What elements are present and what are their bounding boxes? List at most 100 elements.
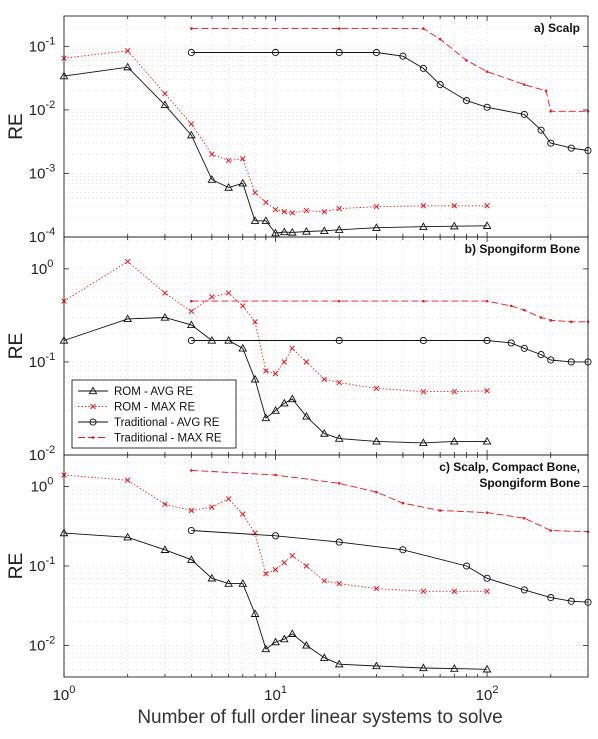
data-point-trad_max	[274, 473, 277, 477]
data-point-rom_avg	[279, 398, 289, 407]
data-point-rom_max	[252, 319, 258, 325]
data-point-rom_max	[484, 388, 490, 394]
series-line-trad_max	[191, 469, 589, 533]
data-point-trad_max	[523, 516, 526, 520]
data-point-rom_avg	[319, 226, 329, 234]
data-point-rom_max	[188, 121, 195, 127]
data-point-rom_avg	[250, 374, 260, 383]
data-point-rom_max	[124, 258, 131, 265]
data-point-rom_avg	[319, 653, 329, 661]
data-point-rom_avg	[287, 629, 297, 637]
data-point-trad_max	[375, 490, 378, 494]
panel-title: c) Scalp, Compact Bone, Spongiform Bone	[439, 460, 580, 490]
y-axis-label: RE	[6, 113, 27, 139]
y-axis-label: RE	[6, 333, 27, 359]
data-point-rom_avg	[482, 436, 492, 445]
data-point-rom_avg	[302, 640, 311, 649]
data-point-rom_avg	[372, 436, 381, 445]
data-point-rom_max	[373, 585, 380, 592]
data-point-trad_avg	[520, 110, 528, 118]
data-point-trad_avg	[399, 52, 407, 60]
data-point-rom_avg	[419, 438, 428, 447]
data-point-rom_max	[451, 588, 458, 595]
data-point-rom_avg	[224, 335, 233, 344]
data-point-trad_avg	[507, 339, 515, 347]
data-point-rom_max	[420, 388, 427, 395]
plot-series	[59, 27, 592, 673]
data-point-rom_max	[263, 570, 269, 577]
data-point-rom_max	[124, 48, 131, 54]
axes-frames	[63, 15, 589, 678]
data-point-rom_max	[420, 588, 427, 595]
data-point-rom_avg	[449, 664, 459, 672]
data-point-rom_max	[263, 368, 269, 374]
y-axis-label: RE	[6, 553, 27, 579]
data-point-rom_max	[303, 359, 310, 365]
data-point-trad_avg	[483, 336, 491, 345]
data-point-rom_avg	[419, 663, 428, 672]
data-point-rom_avg	[334, 225, 344, 233]
data-point-trad_max	[509, 304, 513, 308]
data-point-rom_max	[225, 496, 232, 502]
x-axis-label: Number of full order linear systems to s…	[137, 707, 502, 728]
data-point-rom_max	[336, 205, 342, 212]
data-point-trad_max	[422, 27, 425, 30]
x-tick-label: 100	[53, 684, 76, 704]
data-point-trad_avg	[335, 538, 343, 546]
legend: ROM - AVG RE ROM - MAX RE Traditional - AV…	[71, 379, 237, 449]
data-point-trad_max	[337, 27, 341, 30]
data-point-trad_avg	[399, 546, 407, 554]
data-point-rom_max	[281, 559, 288, 566]
data-point-rom_avg	[287, 227, 297, 236]
series-line-trad_max	[191, 28, 588, 112]
data-point-rom_avg	[207, 573, 217, 582]
data-point-rom_avg	[279, 634, 289, 643]
data-point-trad_avg	[547, 594, 555, 602]
panel-title: b) Spongiform Bone	[465, 242, 581, 256]
data-point-rom_avg	[207, 335, 217, 344]
data-point-rom_max	[252, 189, 258, 196]
series-line-rom_avg	[63, 317, 488, 444]
data-point-rom_avg	[238, 343, 248, 352]
data-point-trad_avg	[271, 48, 280, 57]
data-point-rom_avg	[186, 555, 196, 563]
x-tick-label: 101	[264, 684, 287, 704]
series-line-trad_max	[191, 300, 588, 323]
data-point-rom_max	[484, 203, 490, 209]
data-point-rom_max	[272, 566, 279, 573]
data-point-rom_max	[124, 477, 131, 484]
data-point-rom_avg	[261, 413, 271, 422]
data-point-rom_avg	[123, 62, 133, 71]
data-point-rom_max	[451, 388, 458, 395]
data-point-rom_avg	[160, 100, 170, 109]
data-point-rom_avg	[238, 178, 248, 187]
panel-title: a) Scalp	[534, 21, 580, 35]
data-point-rom_max	[289, 345, 296, 352]
data-point-trad_max	[465, 59, 468, 62]
y-tick-label: 10-1	[29, 351, 55, 371]
data-point-rom_avg	[123, 532, 133, 541]
data-point-rom_max	[209, 151, 215, 158]
data-point-rom_avg	[372, 223, 381, 231]
data-point-trad_avg	[483, 574, 491, 582]
series-line-trad_avg	[191, 52, 589, 151]
data-point-rom_max	[289, 552, 296, 559]
legend-entry: Traditional - MAX RE	[78, 433, 222, 445]
legend-label: ROM - AVG RE	[114, 386, 193, 398]
data-point-rom_avg	[419, 222, 428, 230]
data-point-trad_max	[337, 299, 341, 303]
data-point-rom_max	[240, 156, 246, 162]
data-point-rom_avg	[372, 661, 381, 670]
data-point-rom_max	[272, 370, 279, 377]
data-point-rom_avg	[123, 314, 133, 323]
panel-series	[59, 258, 592, 447]
data-point-trad_avg	[567, 358, 575, 366]
data-point-rom_avg	[186, 320, 196, 329]
data-point-trad_max	[485, 70, 489, 73]
legend-label: Traditional - MAX RE	[114, 433, 222, 445]
data-point-rom_max	[162, 501, 168, 507]
data-point-rom_max	[188, 507, 195, 514]
series-line-rom_avg	[63, 532, 488, 670]
data-point-rom_max	[240, 303, 246, 309]
